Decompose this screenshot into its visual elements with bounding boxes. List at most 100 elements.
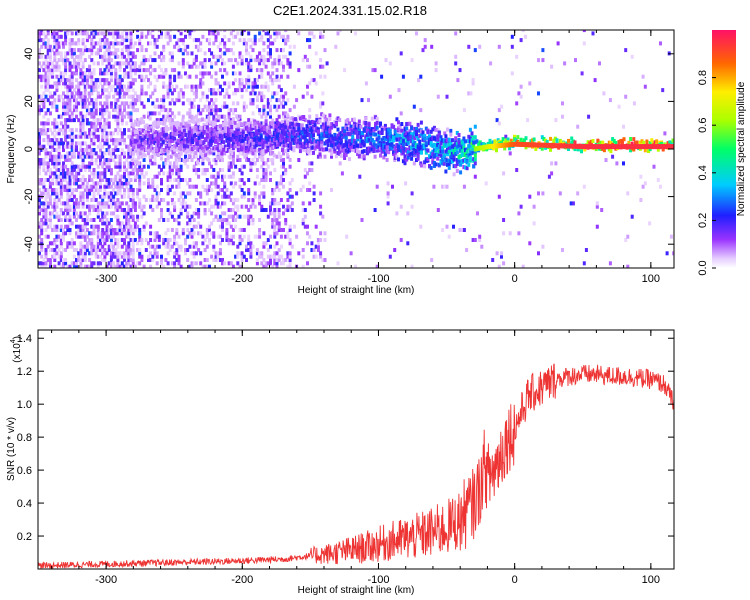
spectrogram-cell [155, 143, 159, 148]
spectrogram-cell [271, 211, 275, 216]
spectrogram-cell [99, 208, 102, 212]
spectrogram-cell [81, 101, 85, 106]
spectrogram-cell [116, 261, 120, 266]
spectrogram-cell [262, 191, 266, 196]
spectrogram-cell [53, 54, 57, 59]
spectrogram-cell [103, 254, 107, 259]
spectrogram-cell [129, 214, 133, 219]
spectrogram-cell [550, 171, 554, 176]
spectrogram-cell [175, 171, 179, 176]
spectrogram-cell [217, 126, 221, 131]
spectrogram-cell [330, 143, 333, 148]
spectrogram-cell [53, 118, 57, 123]
spectrogram-cell [88, 148, 92, 152]
spectrogram-cell [266, 104, 270, 109]
spectrogram-cell [64, 94, 68, 99]
spectrogram-cell [292, 44, 296, 49]
spectrogram-cell [624, 48, 628, 53]
spectrogram-cell [476, 211, 479, 216]
spectrogram-cell [227, 127, 230, 132]
spectrogram-cell [147, 241, 150, 246]
spectrogram-cell [127, 254, 131, 259]
spectrogram-cell [48, 194, 52, 199]
spectrogram-cell [218, 145, 222, 150]
spectrogram-cell [59, 30, 63, 33]
spectrogram-cell [186, 131, 190, 136]
spectrogram-cell [212, 31, 216, 36]
spectrogram-cell [162, 164, 166, 169]
spectrogram-cell [205, 151, 209, 156]
spectrogram-cell [48, 84, 52, 89]
spectrogram-cell [114, 138, 118, 143]
spectrogram-cell [598, 61, 601, 66]
spectrogram-cell [109, 178, 113, 182]
spectrogram-cell [279, 94, 283, 99]
spectrogram-cell [68, 44, 72, 49]
spectrogram-cell [229, 198, 233, 202]
spectrogram-cell [266, 88, 270, 93]
spectrogram-cell [103, 54, 107, 59]
spectrogram-cell [275, 258, 279, 262]
spectrogram-cell [276, 140, 280, 145]
spectrogram-cell [162, 264, 166, 268]
spectrogram-cell [116, 244, 120, 249]
spectrogram-cell [201, 241, 205, 246]
spectrogram-cell [218, 54, 222, 59]
spectrogram-cell [330, 134, 333, 139]
spectrogram-cell [541, 48, 545, 53]
spectrogram-cell [109, 78, 113, 83]
spectrogram-cell [155, 130, 159, 134]
spectrogram-cell [209, 150, 213, 155]
spectrogram-cell [81, 78, 85, 83]
spectrogram-cell [157, 54, 161, 59]
spectrogram-cell [166, 261, 170, 266]
spectrogram-cell [160, 208, 163, 212]
spectrogram-cell [81, 31, 85, 36]
spectrogram-cell [90, 161, 94, 166]
spectrogram-cell [247, 78, 251, 83]
spectrogram-cell [116, 118, 120, 123]
spectrogram-cell [201, 108, 205, 113]
spectrogram-cell [62, 178, 65, 182]
spectrogram-cell [147, 145, 150, 150]
spectrogram-cell [114, 191, 118, 196]
spectrogram-cell [133, 68, 137, 73]
spectrogram-cell [62, 264, 65, 268]
spectrogram-cell [230, 135, 234, 140]
spectrogram-cell [149, 54, 153, 59]
spectrogram-cell [96, 188, 100, 192]
spectrogram-cell [136, 34, 140, 39]
spectrogram-cell [258, 74, 262, 79]
spectrogram-cell [109, 184, 113, 189]
spectrogram-cell [279, 74, 283, 79]
spectrogram-cell [229, 241, 233, 246]
spectrogram-cell [114, 68, 118, 73]
spectrogram-cell [64, 51, 68, 56]
spectrogram-cell [101, 61, 105, 66]
spectrogram-cell [90, 48, 94, 53]
spectrogram-cell [81, 41, 85, 46]
spectrogram-cell [231, 117, 235, 122]
spectrogram-cell [44, 198, 48, 202]
spectrogram-cell [274, 134, 278, 139]
spectrogram-cell [99, 201, 102, 206]
spectrogram-cell [242, 104, 246, 109]
spectrogram-cell [218, 154, 222, 159]
spectrogram-cell [174, 157, 178, 162]
spectrogram-cell [295, 234, 299, 239]
spectrogram-cell [275, 78, 279, 83]
spectrogram-cell [75, 134, 78, 139]
spectrogram-cell [260, 34, 264, 39]
spectrogram-cell [153, 158, 157, 162]
spectrogram-cell [192, 38, 196, 43]
spectrogram-cell [218, 258, 222, 262]
spectrogram-cell [83, 251, 87, 256]
spectrogram-cell [140, 34, 144, 39]
spectrogram-cell [46, 118, 50, 123]
spectrogram-cell [238, 120, 242, 125]
spectrogram-cell [163, 118, 167, 123]
spectrogram-cell [153, 131, 157, 136]
spectrogram-cell [208, 111, 211, 116]
spectrogram-cell [191, 126, 195, 131]
spectrogram-cell [166, 171, 170, 176]
